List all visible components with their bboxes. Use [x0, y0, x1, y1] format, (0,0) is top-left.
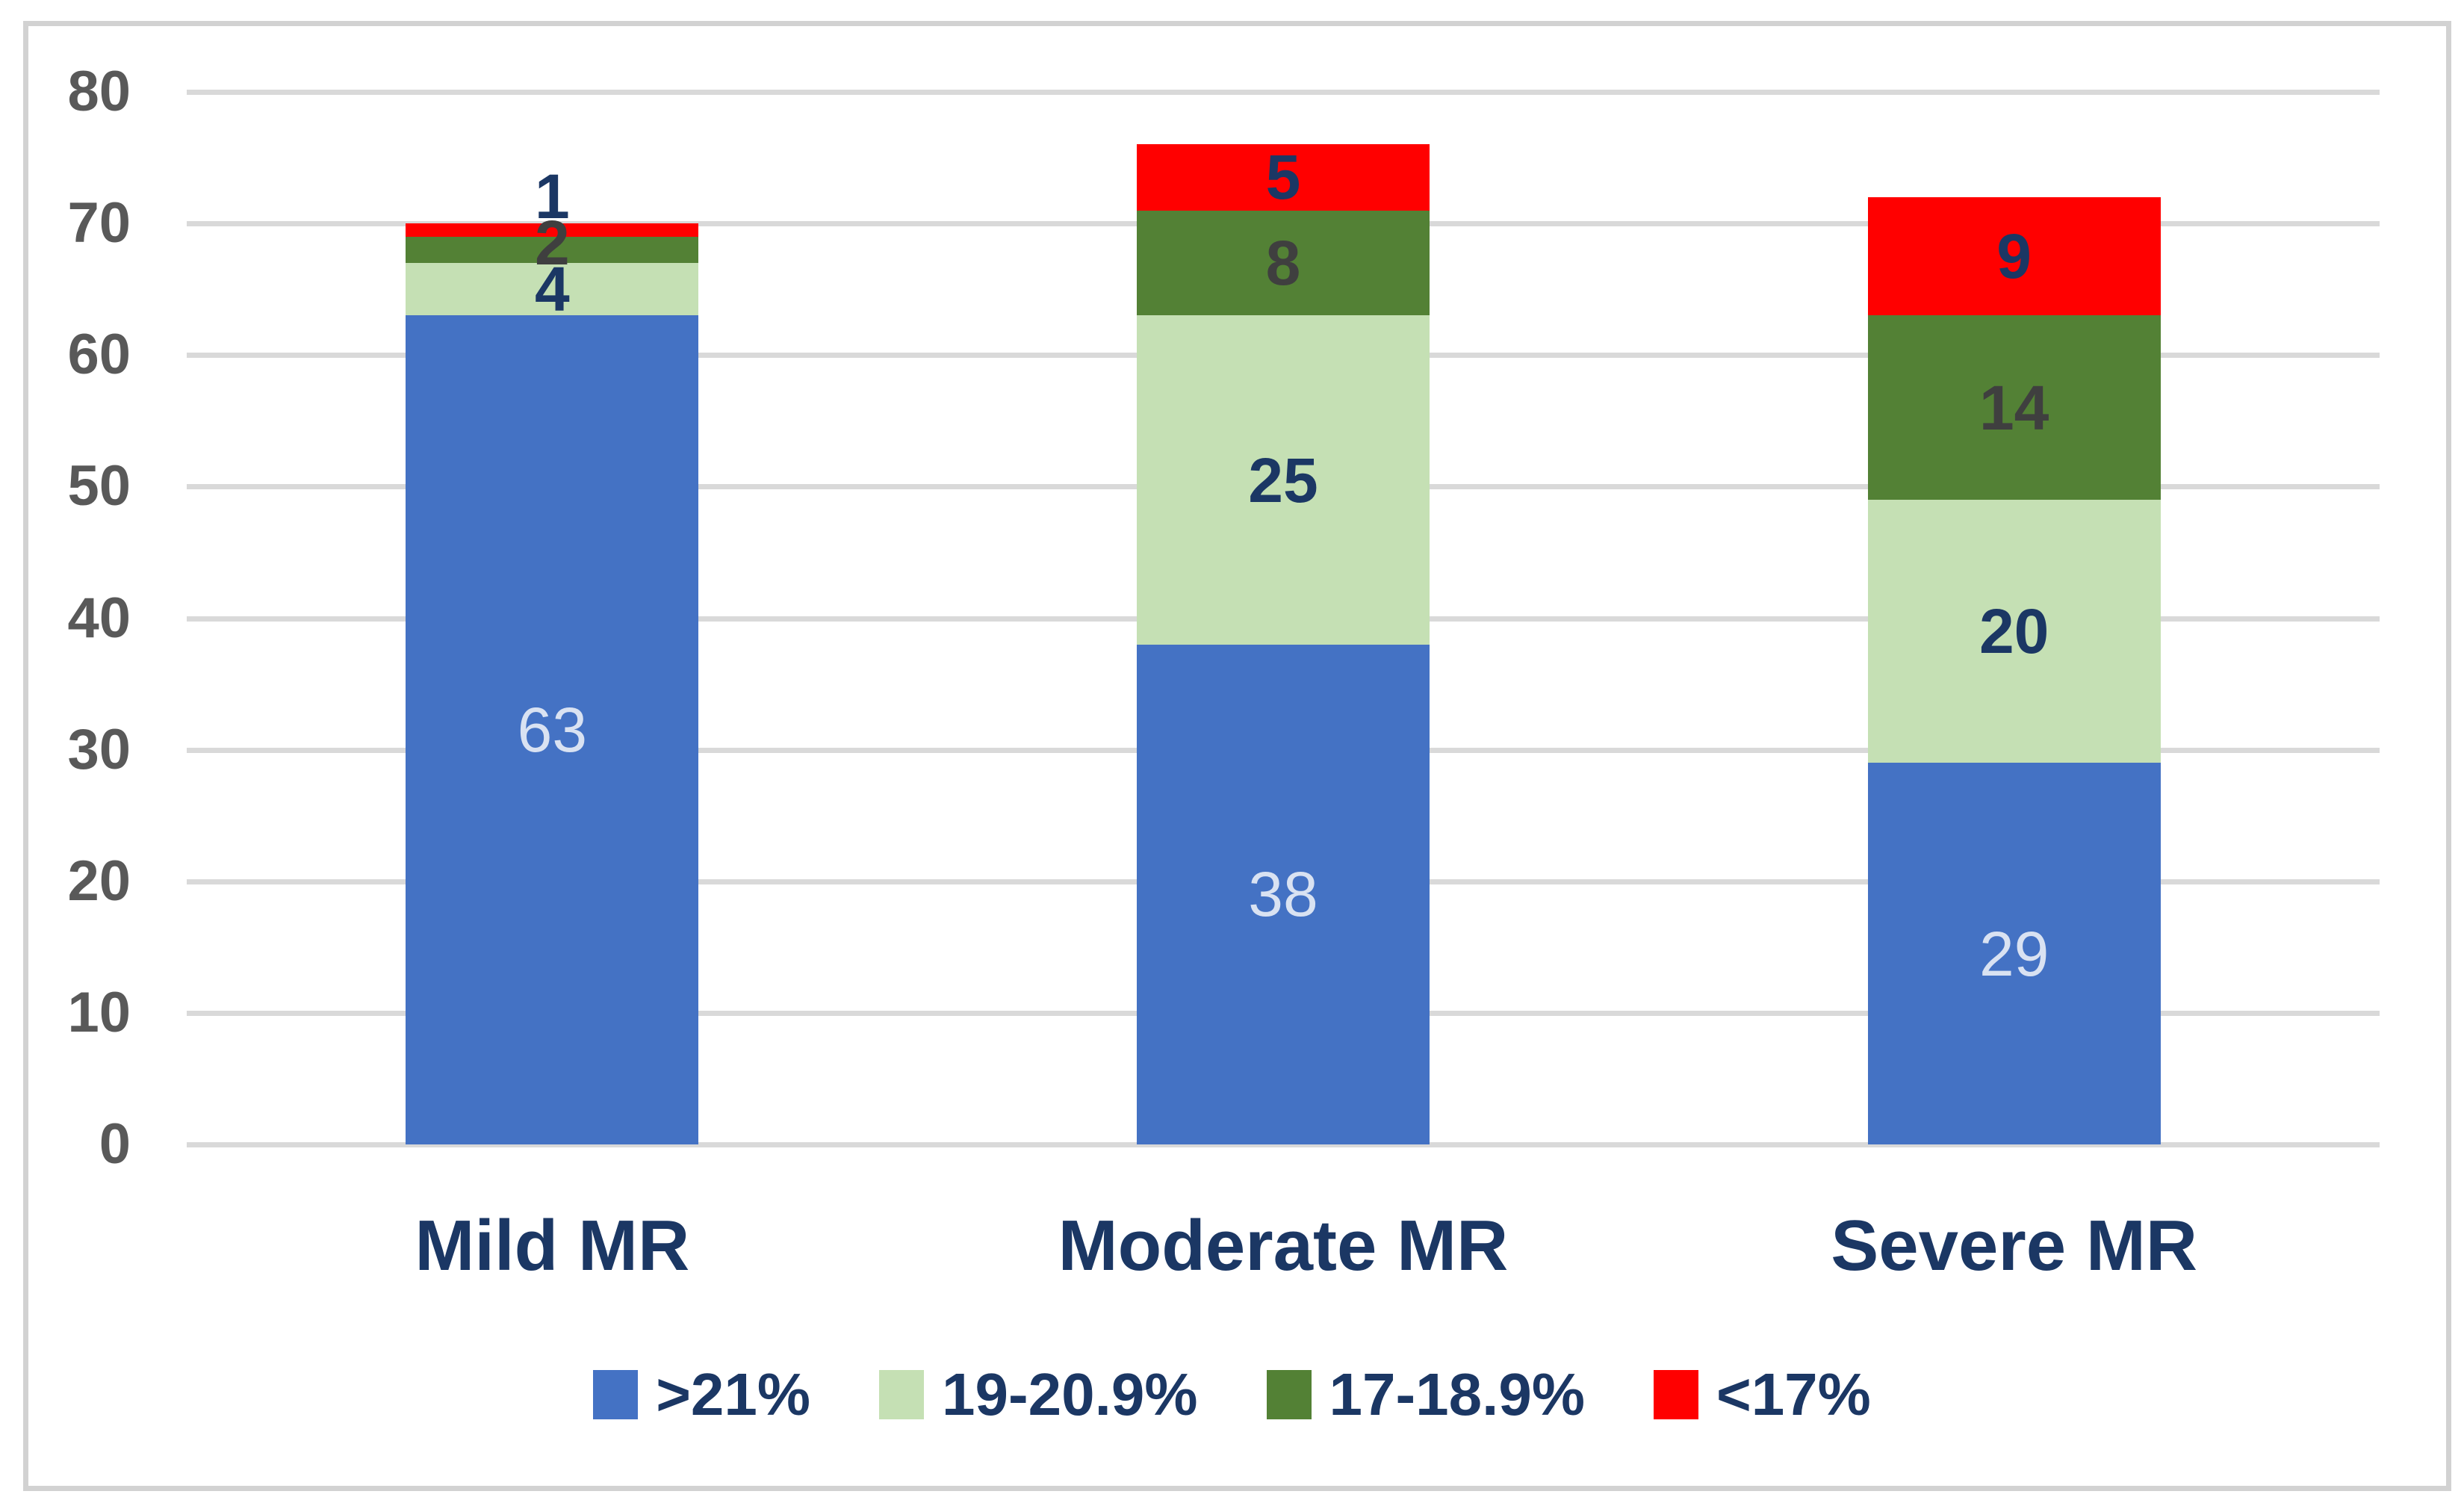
y-axis-tick-label: 60	[67, 323, 131, 387]
bar-segment	[1867, 315, 2161, 500]
y-axis-tick-label: 40	[67, 586, 131, 650]
bar-segment	[406, 315, 699, 1144]
data-label: 63	[517, 695, 588, 766]
legend-label: 19-20.9%	[942, 1361, 1198, 1428]
legend-swatch-icon	[879, 1370, 925, 1419]
data-label: 29	[1979, 918, 2049, 989]
category-label: Moderate MR	[1058, 1206, 1509, 1286]
y-axis-tick-label: 80	[67, 60, 131, 123]
bar-segment	[1137, 644, 1430, 1144]
bar-segment	[1137, 144, 1430, 211]
category-label: Mild MR	[415, 1206, 690, 1286]
bar-segment	[406, 236, 699, 263]
data-label: 20	[1979, 596, 2049, 667]
y-axis-tick-label: 20	[67, 849, 131, 913]
data-label: 8	[1265, 227, 1301, 298]
data-label: 4	[534, 254, 570, 325]
bar-segment	[1867, 499, 2161, 763]
chart-border	[23, 21, 2451, 1491]
legend-label: 17-18.9%	[1329, 1361, 1585, 1428]
legend-item: <17%	[1653, 1360, 1871, 1429]
gridline-80	[187, 90, 2380, 95]
legend: >21% 19-20.9% 17-18.9% <17%	[0, 1361, 2464, 1428]
data-label: 9	[1996, 221, 2032, 292]
data-label: 14	[1979, 372, 2049, 443]
y-axis-tick-label: 70	[67, 191, 131, 255]
data-label: 1	[534, 161, 570, 232]
data-label: 5	[1265, 142, 1301, 213]
legend-label: <17%	[1716, 1361, 1871, 1428]
y-axis-tick-label: 30	[67, 717, 131, 781]
bar-segment	[406, 223, 699, 237]
bar-segment	[406, 262, 699, 316]
legend-label: >21%	[656, 1361, 811, 1428]
bar-segment	[1867, 196, 2161, 316]
y-axis-tick-label: 50	[67, 454, 131, 518]
category-label: Severe MR	[1831, 1206, 2198, 1286]
y-axis-tick-label: 0	[99, 1112, 131, 1176]
legend-swatch-icon	[1653, 1370, 1698, 1419]
bar-segment	[1137, 315, 1430, 645]
legend-item: >21%	[593, 1360, 810, 1429]
data-label: 2	[534, 208, 570, 279]
legend-item: 17-18.9%	[1266, 1360, 1585, 1429]
bar-segment	[1137, 210, 1430, 316]
legend-swatch-icon	[1266, 1370, 1312, 1419]
gridline-0	[187, 1142, 2380, 1147]
y-axis-tick-label: 10	[67, 980, 131, 1044]
legend-item: 19-20.9%	[879, 1360, 1198, 1429]
legend-swatch-icon	[593, 1370, 639, 1419]
data-label: 25	[1248, 444, 1318, 515]
data-label: 38	[1248, 859, 1318, 930]
bar-segment	[1867, 763, 2161, 1144]
